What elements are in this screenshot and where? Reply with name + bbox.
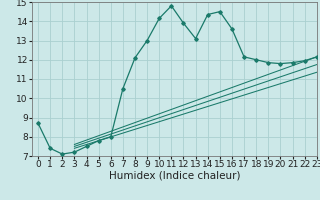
X-axis label: Humidex (Indice chaleur): Humidex (Indice chaleur) bbox=[109, 171, 240, 181]
